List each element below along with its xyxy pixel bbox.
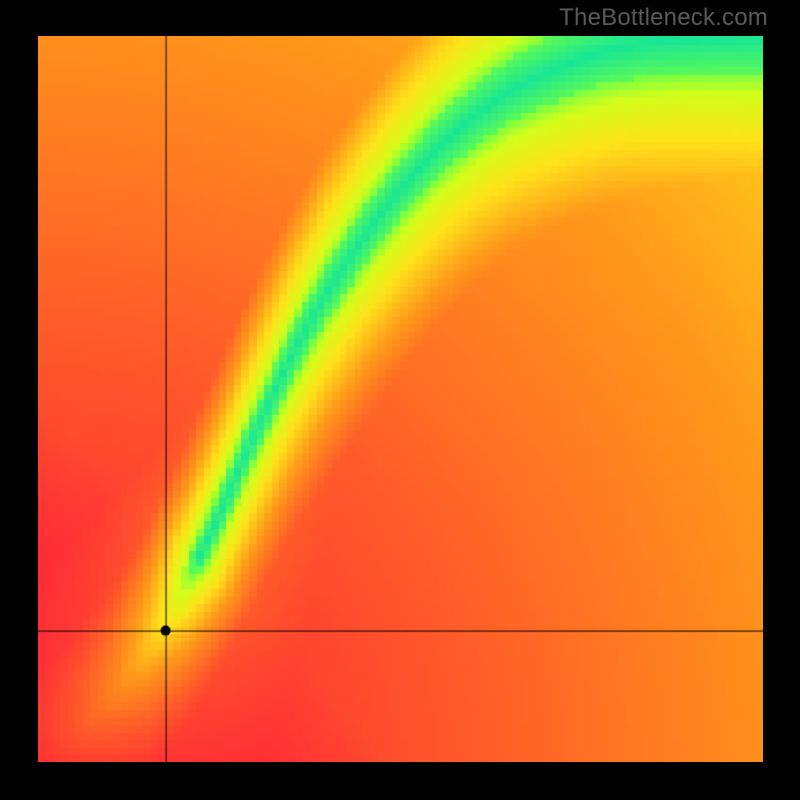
chart-container: TheBottleneck.com (0, 0, 800, 800)
bottleneck-heatmap (38, 36, 763, 762)
watermark-text: TheBottleneck.com (559, 4, 768, 32)
